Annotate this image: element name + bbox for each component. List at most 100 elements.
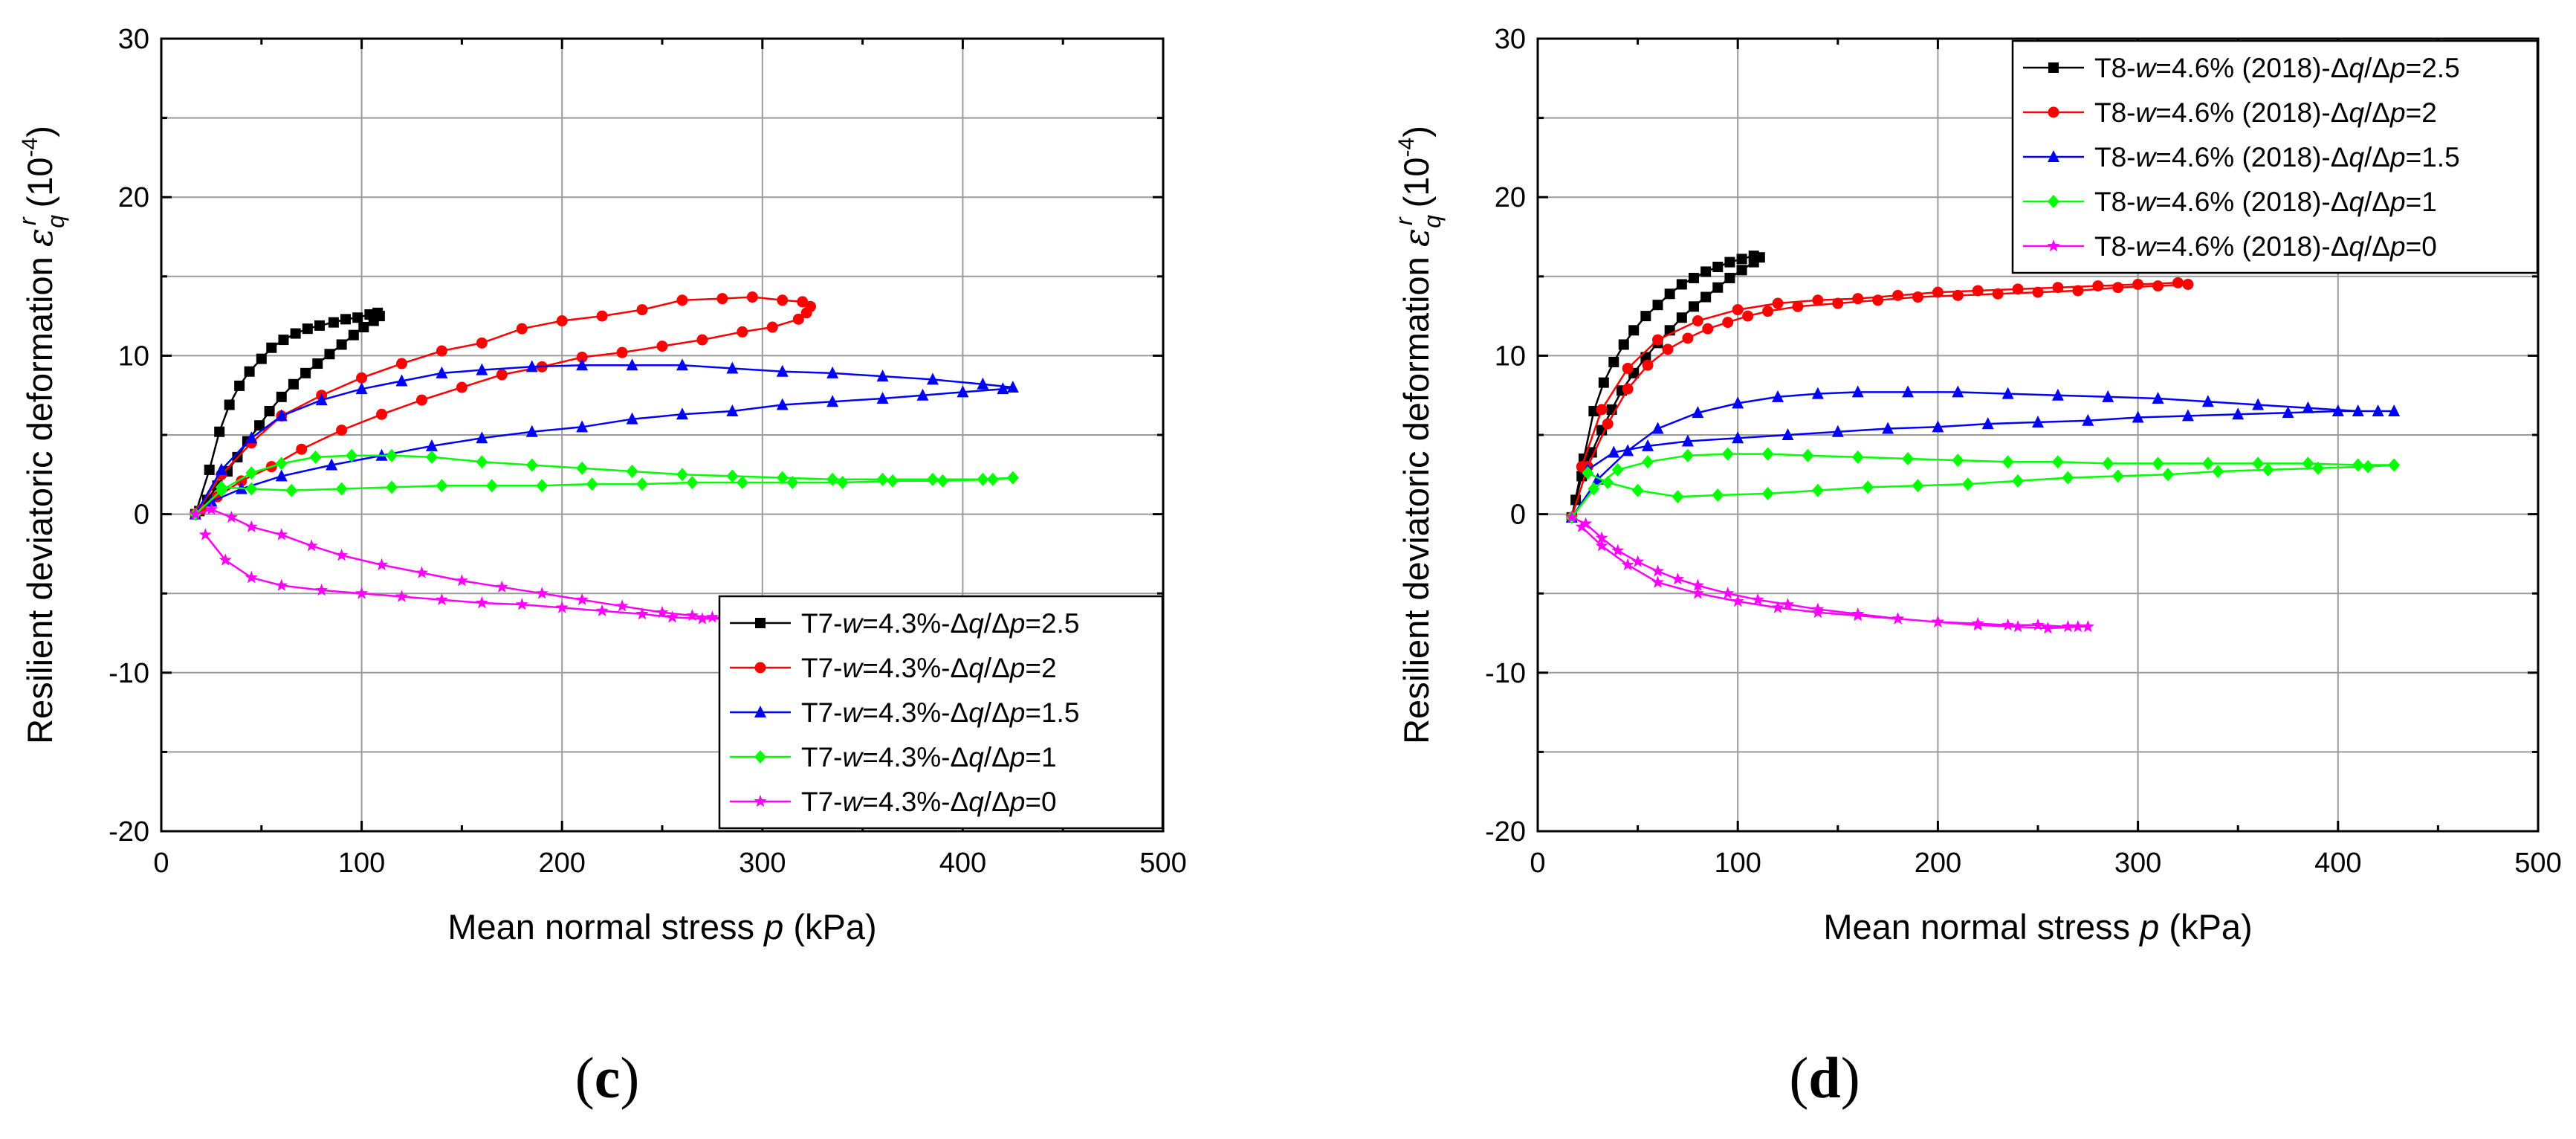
data-point-2: [626, 358, 638, 371]
data-point-1: [737, 326, 748, 338]
data-point-4: [395, 590, 409, 602]
data-point-3: [2262, 462, 2274, 477]
data-point-4: [204, 503, 218, 515]
data-point-3: [977, 472, 989, 486]
data-point-2: [1732, 431, 1744, 444]
legend-marker-3: [2048, 195, 2059, 208]
data-point-4: [219, 553, 232, 566]
data-point-2: [2132, 410, 2144, 423]
data-point-3: [386, 480, 398, 494]
data-point-1: [2152, 280, 2164, 292]
data-point-1: [496, 369, 508, 381]
data-point-3: [887, 474, 899, 488]
data-point-3: [1952, 454, 1964, 468]
data-point-2: [2252, 398, 2265, 410]
x-tick-label: 200: [538, 848, 585, 879]
data-point-1: [2182, 278, 2194, 290]
data-point-3: [2201, 456, 2214, 471]
data-point-2: [2372, 404, 2384, 417]
data-point-2: [776, 398, 789, 410]
data-point-3: [425, 450, 438, 464]
data-point-1: [516, 323, 528, 335]
data-point-4: [455, 574, 468, 587]
data-point-1: [616, 346, 628, 358]
data-point-0: [1736, 265, 1747, 276]
data-point-1: [596, 310, 608, 322]
data-point-0: [336, 339, 347, 350]
data-point-2: [355, 382, 368, 395]
data-point-2: [997, 382, 1009, 395]
data-point-1: [476, 337, 488, 349]
data-point-1: [676, 294, 688, 306]
data-point-2: [1781, 428, 1794, 440]
data-point-3: [686, 475, 699, 489]
data-point-1: [1762, 306, 1774, 317]
legend-marker-1: [2048, 106, 2059, 118]
data-point-0: [254, 420, 265, 431]
data-point-3: [876, 472, 889, 486]
data-point-4: [2041, 622, 2054, 634]
data-point-3: [786, 475, 799, 489]
data-point-0: [348, 329, 359, 341]
data-point-3: [736, 475, 748, 489]
data-point-2: [1622, 444, 1634, 456]
data-point-2: [576, 358, 589, 371]
data-point-1: [1622, 362, 1634, 374]
data-point-2: [315, 393, 328, 406]
data-point-3: [1761, 486, 1774, 500]
data-point-2: [1811, 387, 1824, 399]
data-point-2: [326, 458, 338, 471]
data-point-1: [797, 296, 809, 308]
data-point-3: [2252, 456, 2265, 471]
data-point-3: [2102, 456, 2114, 471]
data-point-3: [245, 482, 258, 496]
legend-label-2: T8-w=4.6% (2018)-Δq/Δp=1.5: [2094, 142, 2460, 172]
data-point-0: [1736, 254, 1747, 265]
x-axis-title: Mean normal stress p (kPa): [447, 907, 876, 946]
data-point-2: [275, 409, 288, 422]
data-point-4: [635, 607, 649, 620]
data-point-1: [1992, 288, 2004, 300]
data-point-2: [476, 431, 488, 444]
data-point-0: [324, 349, 335, 360]
chart-panel-c: 0 100 200 300 400 500 -20 -10 0 10 20 30 Mean normal…: [14, 24, 1187, 1110]
data-point-3: [215, 480, 227, 494]
data-point-4: [1671, 572, 1684, 585]
data-point-3: [676, 468, 688, 482]
data-point-2: [1006, 381, 1019, 393]
data-point-2: [2388, 404, 2401, 417]
data-point-0: [1688, 272, 1699, 283]
data-point-2: [1952, 385, 1964, 398]
data-point-2: [476, 363, 488, 375]
data-point-4: [696, 612, 709, 625]
data-point-3: [576, 461, 589, 475]
data-point-4: [1771, 601, 1784, 613]
legend-label-0: T8-w=4.6% (2018)-Δq/Δp=2.5: [2094, 53, 2460, 83]
data-point-2: [436, 366, 448, 378]
data-point-1: [1952, 289, 1964, 301]
data-point-1: [1852, 293, 1864, 305]
data-point-2: [876, 391, 889, 404]
data-point-3: [1631, 483, 1644, 497]
data-point-4: [435, 593, 448, 605]
data-point-3: [245, 466, 258, 480]
x-tick-label: 500: [1139, 848, 1186, 879]
data-point-4: [1971, 616, 1984, 629]
data-point-3: [1681, 448, 1694, 462]
data-point-2: [576, 420, 589, 433]
data-point-3: [1961, 477, 1974, 491]
data-point-0: [1712, 262, 1724, 273]
data-point-4: [665, 610, 679, 623]
data-point-1: [1722, 317, 1734, 329]
data-point-1: [2112, 282, 2124, 294]
data-point-0: [290, 328, 301, 339]
y-tick-label: -20: [109, 816, 149, 848]
data-point-3: [1582, 466, 1594, 480]
data-point-2: [1608, 445, 1620, 458]
data-point-1: [2032, 286, 2044, 298]
data-point-1: [336, 425, 348, 436]
data-point-4: [1691, 587, 1704, 599]
data-point-0: [204, 464, 215, 475]
data-point-1: [1772, 297, 1784, 309]
data-point-1: [2012, 283, 2024, 295]
